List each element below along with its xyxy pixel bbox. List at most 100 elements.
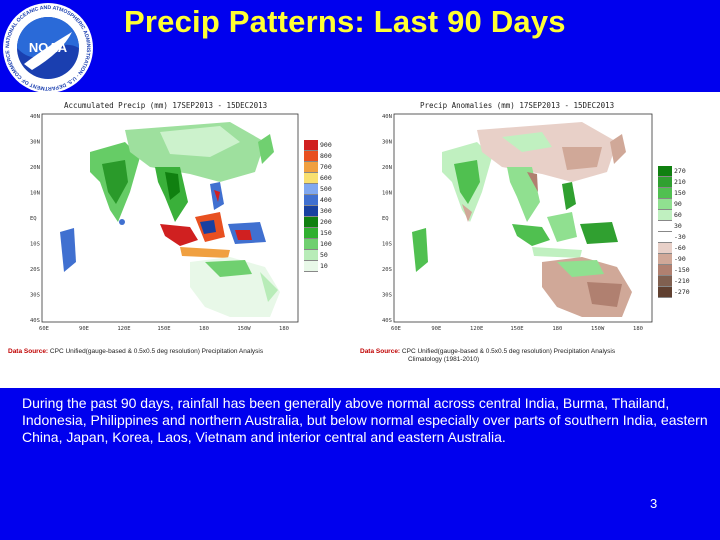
- left-lat-tick: EQ: [30, 216, 37, 222]
- left-colorbar-swatch: [304, 151, 318, 162]
- right-lat-tick: 30S: [382, 293, 392, 299]
- noaa-logo: NOAA NATIONAL OCEANIC AND ATMOSPHERIC AD…: [3, 3, 93, 93]
- right-colorbar-swatch: [658, 265, 672, 276]
- right-colorbar-swatch: [658, 232, 672, 243]
- right-lon-tick: 120E: [470, 326, 483, 332]
- left-colorbar-label: 900: [320, 141, 332, 149]
- left-colorbar-swatch: [304, 250, 318, 261]
- left-lat-tick: 10S: [30, 242, 40, 248]
- left-colorbar-swatch: [304, 184, 318, 195]
- left-lat-tick: 20N: [30, 165, 40, 171]
- right-colorbar-swatch: [658, 254, 672, 265]
- left-lon-tick: 90E: [79, 326, 89, 332]
- right-colorbar-label: 30: [674, 222, 682, 230]
- left-colorbar-label: 150: [320, 229, 332, 237]
- left-colorbar-swatch: [304, 239, 318, 250]
- left-colorbar-swatch: [304, 217, 318, 228]
- right-lon-tick: 90E: [431, 326, 441, 332]
- right-colorbar-swatch: [658, 221, 672, 232]
- right-colorbar-swatch: [658, 276, 672, 287]
- left-colorbar-label: 100: [320, 240, 332, 248]
- left-colorbar-label: 400: [320, 196, 332, 204]
- left-lon-tick: 150W: [237, 326, 251, 332]
- left-colorbar-swatch: [304, 140, 318, 151]
- right-lat-tick: 20S: [382, 267, 392, 273]
- left-lat-tick: 40S: [30, 318, 40, 324]
- right-colorbar-label: -60: [674, 244, 686, 252]
- right-colorbar-label: -210: [674, 277, 690, 285]
- right-lon-tick: 180: [552, 326, 562, 332]
- left-colorbar-swatch: [304, 173, 318, 184]
- left-lat-tick: 20S: [30, 267, 40, 273]
- left-lon-tick: 150E: [157, 326, 170, 332]
- slide-body-text: During the past 90 days, rainfall has be…: [22, 395, 708, 445]
- right-colorbar-label: -30: [674, 233, 686, 241]
- right-colorbar-label: -90: [674, 255, 686, 263]
- left-source-text: CPC Unified(gauge-based & 0.5x0.5 deg re…: [49, 348, 264, 355]
- left-lat-tick: 30S: [30, 293, 40, 299]
- noaa-logo-text: NOAA: [29, 40, 68, 55]
- right-lon-tick: 150W: [591, 326, 605, 332]
- right-colorbar-swatch: [658, 166, 672, 177]
- right-colorbar-label: 270: [674, 167, 686, 175]
- right-colorbar-swatch: [658, 188, 672, 199]
- right-colorbar-swatch: [658, 210, 672, 221]
- left-colorbar-swatch: [304, 228, 318, 239]
- left-colorbar-label: 700: [320, 163, 332, 171]
- left-colorbar-swatch: [304, 195, 318, 206]
- right-map-title: Precip Anomalies (mm) 17SEP2013 - 15DEC2…: [420, 101, 615, 110]
- right-colorbar-label: -150: [674, 266, 690, 274]
- right-colorbar-label: 90: [674, 200, 682, 208]
- right-colorbar-swatch: [658, 243, 672, 254]
- page-number: 3: [650, 496, 658, 511]
- right-lon-tick: 150E: [510, 326, 523, 332]
- accumulated-precip-map: 40N 30N 20N 10N EQ 10S 20S 30S 40S 60E 90E 120E 150…: [30, 113, 299, 332]
- left-lat-tick: 40N: [30, 114, 40, 120]
- right-colorbar: [658, 166, 672, 298]
- right-lat-tick: 40S: [382, 318, 392, 324]
- left-colorbar-label: 600: [320, 174, 332, 182]
- right-data-source: Data Source: CPC Unified(gauge-based & 0…: [360, 348, 615, 364]
- left-colorbar: [304, 140, 318, 272]
- left-lon-tick: 180: [199, 326, 209, 332]
- right-source-label: Data Source:: [360, 348, 401, 355]
- right-lon-tick: 180: [633, 326, 643, 332]
- left-colorbar-swatch: [304, 206, 318, 217]
- left-colorbar-label: 10: [320, 262, 328, 270]
- left-colorbar-swatch: [304, 261, 318, 272]
- left-colorbar-label: 500: [320, 185, 332, 193]
- right-lat-tick: 10S: [382, 242, 392, 248]
- left-lon-tick: 120E: [117, 326, 130, 332]
- left-lat-tick: 10N: [30, 191, 40, 197]
- left-map-title: Accumulated Precip (mm) 17SEP2013 - 15DE…: [64, 101, 268, 110]
- figure-panel: Accumulated Precip (mm) 17SEP2013 - 15DE…: [0, 92, 720, 388]
- right-colorbar-label: 210: [674, 178, 686, 186]
- right-colorbar-swatch: [658, 287, 672, 298]
- right-source-climatology: Climatology (1981-2010): [408, 356, 480, 363]
- right-lat-tick: EQ: [382, 216, 389, 222]
- precip-anomaly-map: 40N 30N 20N 10N EQ 10S 20S 30S 40S 60E 90E 120E 150…: [382, 113, 653, 332]
- left-lat-tick: 30N: [30, 140, 40, 146]
- right-colorbar-label: -270: [674, 288, 690, 296]
- left-colorbar-swatch: [304, 162, 318, 173]
- right-source-text: CPC Unified(gauge-based & 0.5x0.5 deg re…: [401, 348, 616, 355]
- left-colorbar-label: 50: [320, 251, 328, 259]
- left-source-label: Data Source:: [8, 348, 49, 355]
- right-lon-tick: 60E: [391, 326, 401, 332]
- right-lat-tick: 10N: [382, 191, 392, 197]
- right-colorbar-swatch: [658, 199, 672, 210]
- slide-title: Precip Patterns: Last 90 Days: [124, 4, 566, 39]
- right-lat-tick: 30N: [382, 140, 392, 146]
- right-lat-tick: 40N: [382, 114, 392, 120]
- left-lon-tick: 60E: [39, 326, 49, 332]
- left-colorbar-labels: 900 800 700 600 500 400 300 200 150 100 50 10: [320, 140, 332, 272]
- left-data-source: Data Source: CPC Unified(gauge-based & 0…: [8, 348, 263, 356]
- right-colorbar-labels: 270 210 150 90 60 30 -30 -60 -90 -150 -210 -270: [674, 166, 690, 298]
- right-lat-tick: 20N: [382, 165, 392, 171]
- right-colorbar-swatch: [658, 177, 672, 188]
- left-lon-tick: 180: [279, 326, 289, 332]
- left-colorbar-label: 800: [320, 152, 332, 160]
- left-colorbar-label: 300: [320, 207, 332, 215]
- right-colorbar-label: 150: [674, 189, 686, 197]
- left-colorbar-label: 200: [320, 218, 332, 226]
